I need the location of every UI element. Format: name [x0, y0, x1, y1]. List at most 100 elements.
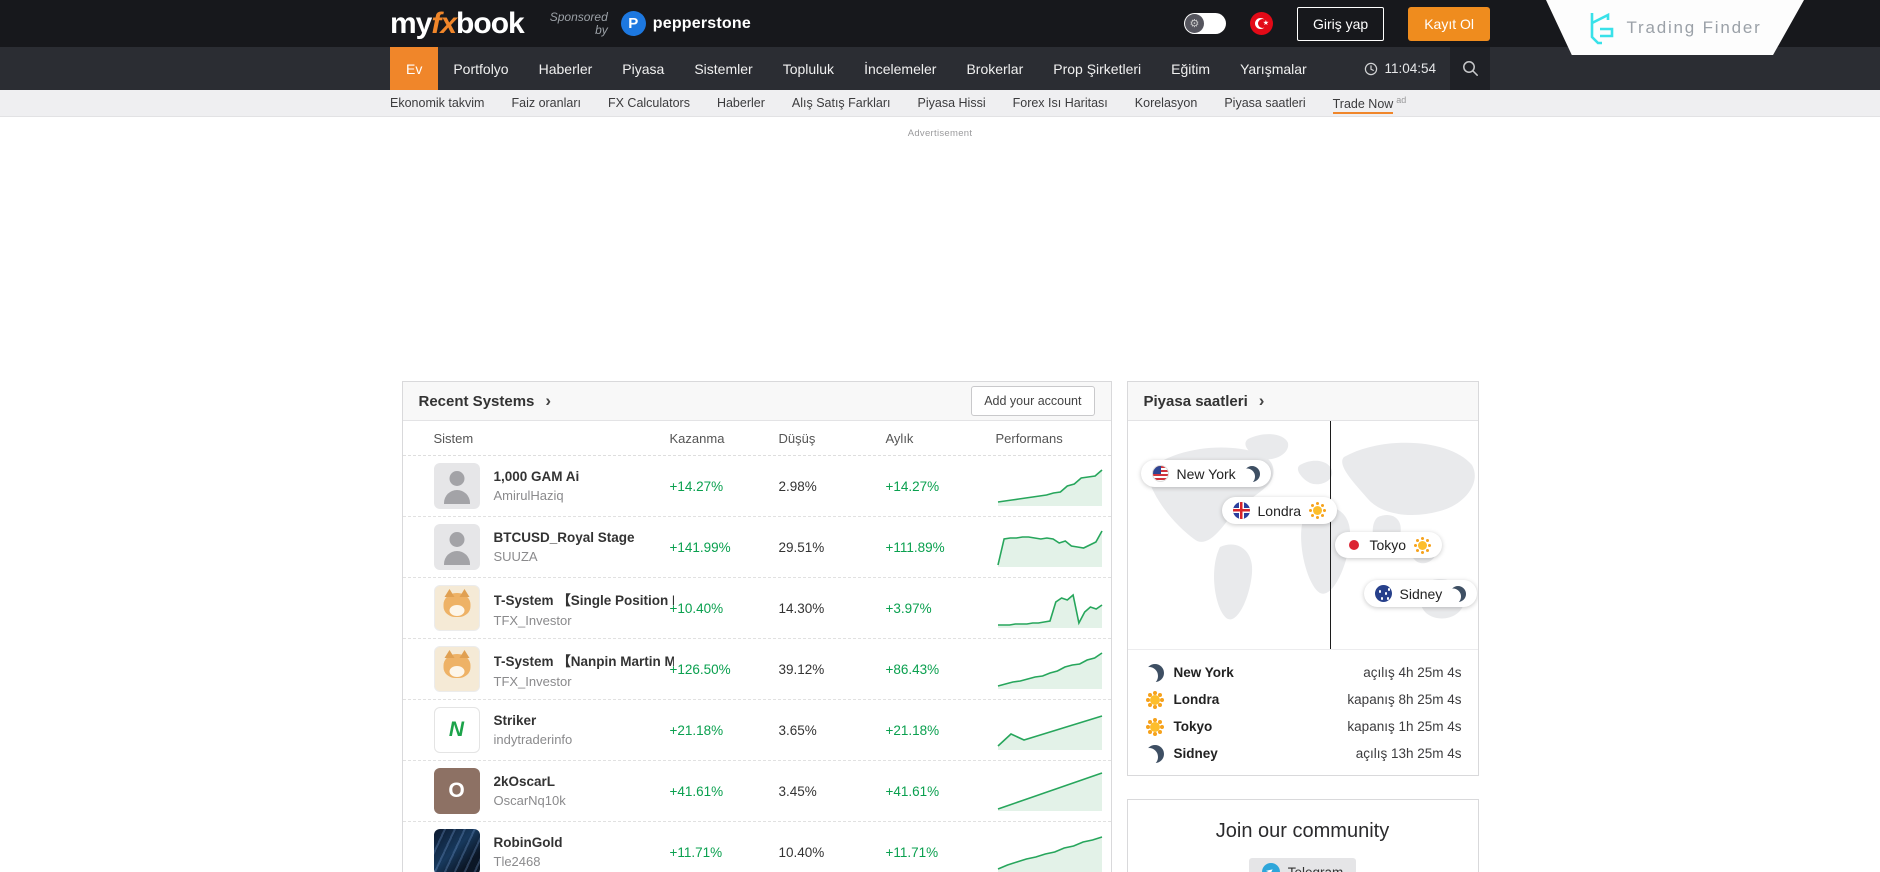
community-title: Join our community — [1215, 820, 1390, 842]
performance-sparkline — [997, 593, 1102, 628]
trading-finder-text: Trading Finder — [1626, 17, 1762, 37]
gain-value: +41.61% — [669, 783, 724, 799]
nav-item-topluluk[interactable]: Topluluk — [782, 60, 835, 77]
nav-item-ev[interactable]: Ev — [390, 47, 439, 90]
sun-icon — [1149, 721, 1160, 732]
chevron-right-icon[interactable]: › — [545, 391, 552, 410]
subnav-item-fx-calculators[interactable]: FX Calculators — [607, 96, 690, 110]
pepperstone-icon: P — [620, 11, 646, 36]
nav-item-brokerlar[interactable]: Brokerlar — [966, 60, 1024, 77]
nav-item-haberler[interactable]: Haberler — [538, 60, 593, 77]
telegram-button[interactable]: ➤ Telegram — [1248, 858, 1357, 872]
performance-sparkline — [997, 772, 1102, 811]
market-hours-card: Piyasa saatleri › — [1126, 381, 1479, 776]
nav-item-sistemler[interactable]: Sistemler — [694, 60, 753, 77]
signup-button[interactable]: Kayıt Ol — [1408, 6, 1490, 41]
logo-text: fx — [431, 6, 457, 40]
subnav-item-piyasa-saatleri[interactable]: Piyasa saatleri — [1224, 96, 1306, 110]
gain-value: +11.71% — [669, 844, 723, 860]
secondary-navbar: Ekonomik takvim Faiz oranları FX Calculato… — [0, 90, 1880, 117]
city-label: Tokyo — [1369, 537, 1407, 553]
gain-value: +21.18% — [669, 722, 724, 738]
city-label: Londra — [1257, 502, 1302, 519]
subnav-item-trade-now[interactable]: Trade Now ad — [1332, 95, 1406, 115]
system-name[interactable]: BTCUSD_Royal Stage — [493, 530, 635, 545]
system-avatar[interactable]: N — [433, 707, 480, 753]
search-button[interactable] — [1450, 47, 1490, 90]
system-owner[interactable]: OscarNq10k — [493, 793, 566, 808]
subnav-item-faiz-oranlar[interactable]: Faiz oranları — [511, 96, 581, 110]
nav-item-prop-irketleri[interactable]: Prop Şirketleri — [1053, 60, 1142, 77]
gain-value: +10.40% — [669, 600, 724, 616]
system-owner[interactable]: AmirulHaziq — [493, 488, 564, 503]
nav-item-i-ncelemeler[interactable]: İncelemeler — [864, 60, 937, 77]
system-avatar[interactable]: O — [433, 768, 480, 814]
performance-sparkline — [997, 836, 1102, 872]
city-label: Sidney — [1399, 585, 1443, 602]
sun-icon — [1418, 540, 1428, 550]
subnav-item-ekonomik-takvim[interactable]: Ekonomik takvim — [390, 96, 485, 110]
login-button[interactable]: Giriş yap — [1296, 6, 1385, 41]
system-avatar[interactable] — [433, 585, 480, 631]
nav-item-portfolyo[interactable]: Portfolyo — [453, 60, 509, 77]
system-row-oscarnq10k[interactable]: O 2kOscarL OscarNq10k +41.61% 3.45% +41.61% — [402, 761, 1111, 822]
nav-item-yar-malar[interactable]: Yarışmalar — [1240, 60, 1307, 77]
market-hour-row-sidney: Sidney açılış 13h 25m 4s — [1144, 740, 1462, 767]
system-owner[interactable]: TFX_Investor — [493, 673, 572, 689]
system-avatar[interactable] — [433, 524, 480, 570]
system-name[interactable]: T-System 【Single Position M... — [493, 592, 674, 608]
subnav-item-haberler[interactable]: Haberler — [716, 96, 765, 110]
day-night-divider — [1329, 421, 1331, 649]
monthly-value: +11.71% — [885, 844, 939, 860]
theme-toggle[interactable]: ⚙ — [1183, 13, 1226, 34]
system-name[interactable]: Striker — [493, 713, 537, 728]
system-name[interactable]: RobinGold — [493, 835, 563, 850]
system-owner[interactable]: Tle2468 — [493, 854, 541, 869]
hour-status-label: kapanış 1h 25m 4s — [1347, 719, 1462, 734]
monthly-value: +21.18% — [885, 722, 940, 738]
add-account-button[interactable]: Add your account — [971, 386, 1095, 416]
system-row-suuza[interactable]: BTCUSD_Royal Stage SUUZA +141.99% 29.51% +11… — [402, 517, 1111, 578]
language-flag-turkey[interactable]: ★ — [1249, 12, 1273, 35]
sponsored-by-label: Sponsored by — [550, 10, 608, 37]
system-row-tfx-investor[interactable]: T-System 【Nanpin Martin M... TFX_Investor… — [402, 639, 1111, 700]
hour-city-label: New York — [1173, 665, 1234, 680]
subnav-item-al-sat-farklar[interactable]: Alış Satış Farkları — [791, 96, 891, 110]
map-pill-sidney[interactable]: Sidney — [1363, 580, 1478, 607]
subnav-item-piyasa-hissi[interactable]: Piyasa Hissi — [917, 96, 986, 110]
chevron-right-icon[interactable]: › — [1258, 391, 1265, 410]
system-avatar[interactable] — [433, 829, 480, 872]
system-avatar[interactable] — [433, 463, 480, 509]
logo-text: my — [390, 6, 432, 40]
system-owner[interactable]: SUUZA — [493, 549, 538, 564]
system-row-tle2468[interactable]: RobinGold Tle2468 +11.71% 10.40% +11.71% — [403, 822, 1111, 872]
col-dusus: Düşüş — [778, 430, 816, 446]
monthly-value: +3.97% — [885, 600, 932, 616]
subnav-item-korelasyon[interactable]: Korelasyon — [1134, 96, 1198, 110]
map-pill-londra[interactable]: Londra — [1221, 497, 1338, 524]
market-hour-row-new-york: New York açılış 4h 25m 4s — [1144, 659, 1462, 686]
clock-time: 11:04:54 — [1384, 61, 1436, 76]
system-name[interactable]: 2kOscarL — [493, 774, 556, 789]
map-pill-new-york[interactable]: New York — [1140, 460, 1271, 487]
market-hour-row-tokyo: Tokyo kapanış 1h 25m 4s — [1144, 713, 1462, 740]
sun-icon — [1149, 694, 1160, 705]
subnav-item-forex-is-haritas[interactable]: Forex Isı Haritası — [1012, 96, 1108, 110]
market-hours-title: Piyasa saatleri — [1143, 392, 1248, 410]
system-row-indytraderinfo[interactable]: N Striker indytraderinfo +21.18% 3.65% +21.18… — [402, 700, 1111, 761]
pepperstone-link[interactable]: P pepperstone — [620, 11, 751, 36]
system-name[interactable]: 1,000 GAM Ai — [493, 469, 580, 484]
system-name[interactable]: T-System 【Nanpin Martin M... — [493, 653, 674, 669]
system-row-amirulhaziq[interactable]: 1,000 GAM Ai AmirulHaziq +14.27% 2.98% +14.2… — [402, 456, 1111, 517]
system-owner[interactable]: indytraderinfo — [493, 732, 573, 747]
system-owner[interactable]: TFX_Investor — [493, 612, 572, 628]
moon-icon — [1244, 466, 1260, 482]
nav-item-e-itim[interactable]: Eğitim — [1171, 60, 1211, 77]
map-pill-tokyo[interactable]: Tokyo — [1334, 532, 1443, 558]
search-icon — [1462, 61, 1478, 76]
hour-city-label: Tokyo — [1173, 719, 1213, 734]
myfxbook-logo[interactable]: myfxbook — [390, 6, 525, 41]
system-row-tfx-investor[interactable]: T-System 【Single Position M... TFX_Invest… — [402, 578, 1111, 639]
nav-item-piyasa[interactable]: Piyasa — [622, 60, 665, 77]
system-avatar[interactable] — [433, 646, 480, 692]
